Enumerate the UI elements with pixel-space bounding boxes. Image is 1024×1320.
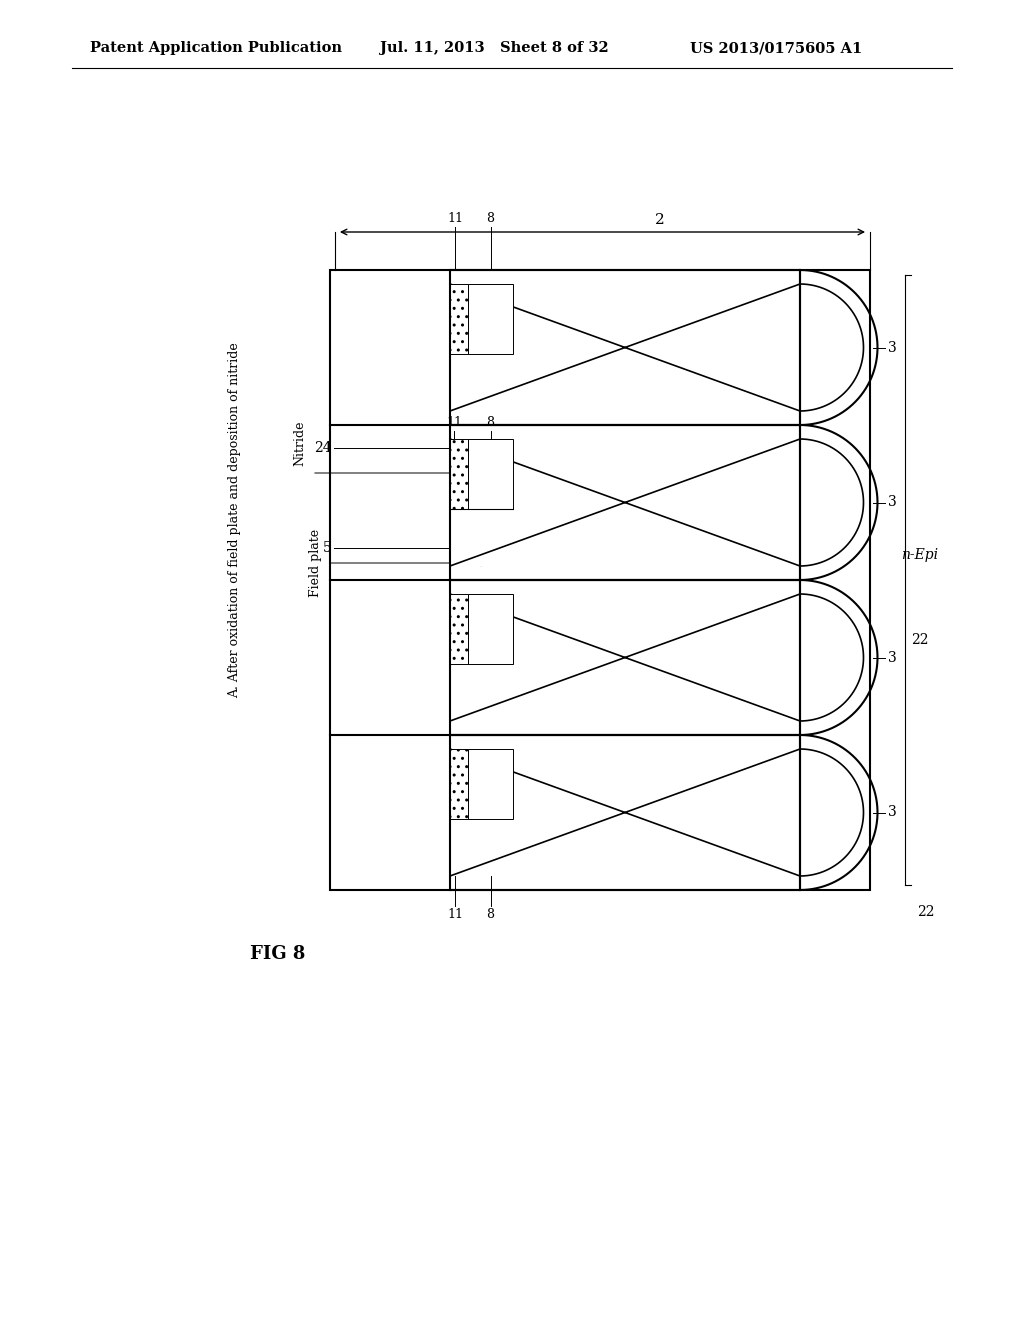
Polygon shape — [800, 271, 878, 425]
Text: 8: 8 — [452, 531, 460, 544]
Text: 5: 5 — [324, 540, 332, 554]
Bar — [450, 284, 800, 411]
Bar — [330, 271, 450, 890]
Bar — [450, 721, 800, 735]
Bar — [450, 594, 468, 664]
Text: 24: 24 — [314, 441, 332, 454]
Text: 3: 3 — [888, 651, 897, 664]
Polygon shape — [800, 579, 878, 735]
Bar — [468, 440, 513, 508]
Text: 3: 3 — [888, 805, 897, 820]
Text: US 2013/0175605 A1: US 2013/0175605 A1 — [690, 41, 862, 55]
Text: 3: 3 — [888, 495, 897, 510]
Bar — [330, 271, 870, 890]
Text: Body: Body — [470, 531, 500, 544]
Bar — [468, 284, 513, 354]
Bar — [450, 425, 800, 440]
Text: 8: 8 — [486, 416, 495, 429]
Text: 3: 3 — [888, 341, 897, 355]
Bar — [450, 748, 800, 876]
Text: n-Epi: n-Epi — [901, 548, 939, 562]
Bar — [450, 594, 800, 721]
Bar — [468, 594, 513, 664]
Text: 8: 8 — [486, 908, 495, 921]
Polygon shape — [450, 748, 863, 876]
Bar — [450, 284, 468, 354]
Text: Jul. 11, 2013   Sheet 8 of 32: Jul. 11, 2013 Sheet 8 of 32 — [380, 41, 608, 55]
Text: 11: 11 — [449, 467, 464, 480]
Bar — [450, 440, 468, 508]
Text: Nitride: Nitride — [294, 420, 306, 466]
Bar — [450, 440, 800, 566]
Bar — [468, 748, 513, 818]
Text: 11: 11 — [446, 416, 462, 429]
Text: 8: 8 — [486, 213, 495, 224]
Text: 11: 11 — [447, 213, 463, 224]
Text: 22: 22 — [918, 906, 935, 919]
Text: Source: Source — [470, 462, 512, 475]
Bar — [450, 876, 800, 890]
Bar — [450, 271, 800, 284]
Text: Patent Application Publication: Patent Application Publication — [90, 41, 342, 55]
Polygon shape — [450, 440, 863, 566]
Bar — [450, 579, 800, 594]
Polygon shape — [450, 284, 863, 411]
Polygon shape — [800, 425, 878, 579]
Text: 11: 11 — [447, 908, 463, 921]
Text: FIG 8: FIG 8 — [250, 945, 305, 964]
Text: Field plate: Field plate — [308, 529, 322, 597]
Polygon shape — [450, 594, 863, 721]
Bar — [450, 566, 800, 579]
Bar — [450, 748, 468, 818]
Bar — [450, 735, 800, 748]
Bar — [450, 411, 800, 425]
Polygon shape — [800, 735, 878, 890]
Text: A. After oxidation of field plate and deposition of nitride: A. After oxidation of field plate and de… — [228, 342, 242, 698]
Text: 22: 22 — [911, 634, 929, 647]
Text: 2: 2 — [655, 213, 665, 227]
